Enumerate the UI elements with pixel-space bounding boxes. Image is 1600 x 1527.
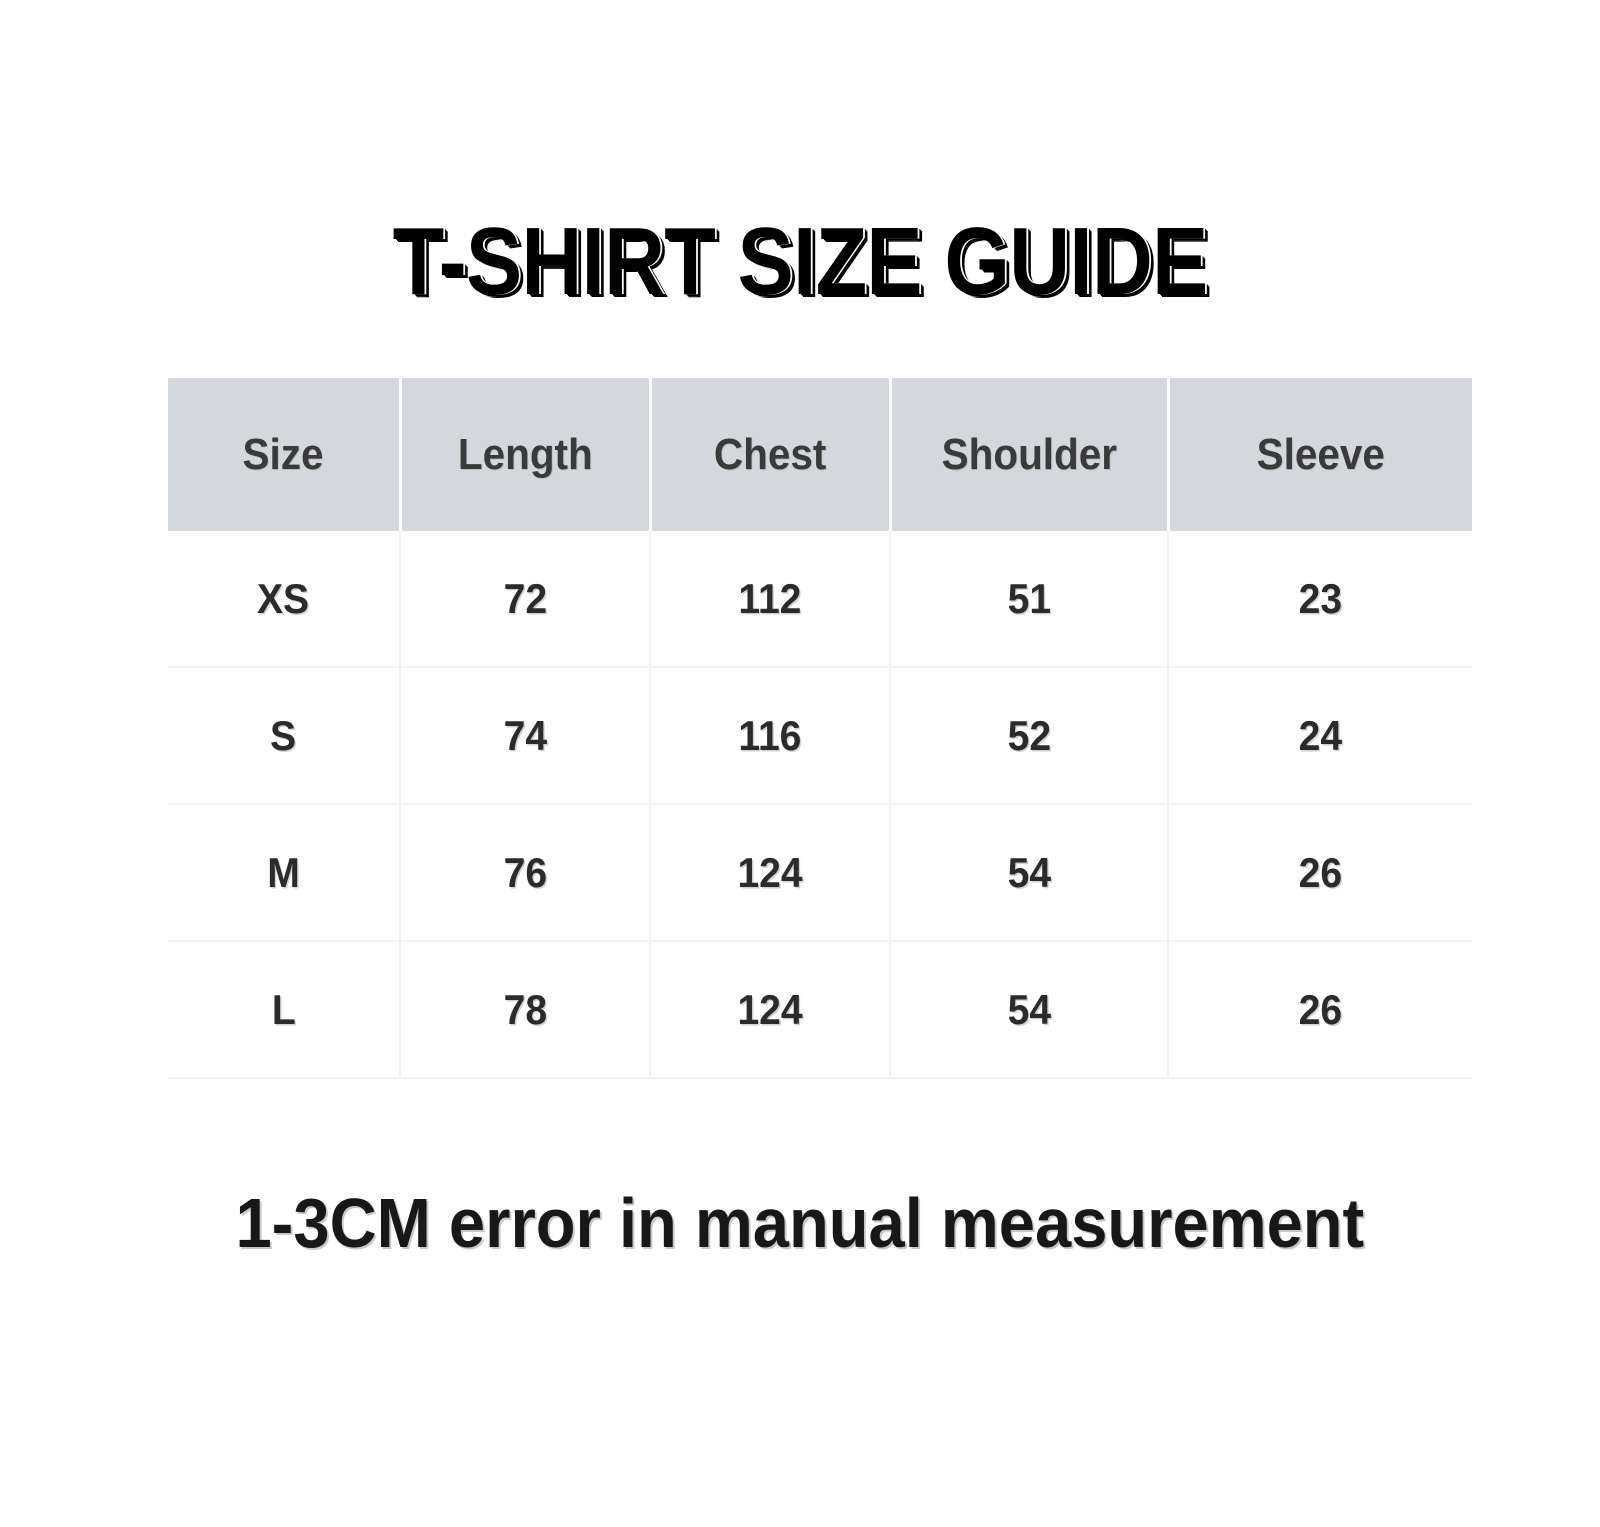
column-header-sleeve: Sleeve (1168, 378, 1472, 531)
cell-shoulder: 52 (890, 667, 1169, 805)
cell-chest-value: 124 (737, 985, 803, 1033)
size-guide-table: Size Length Chest Shoulder Sleeve XS 72 … (168, 378, 1472, 1079)
page-title-container: T-SHIRT SIZE GUIDE (0, 150, 1600, 375)
column-header-chest-label: Chest (713, 429, 827, 479)
cell-shoulder: 54 (890, 804, 1169, 942)
table-row: S 74 116 52 24 (168, 667, 1472, 805)
cell-shoulder-value: 51 (1007, 574, 1051, 622)
cell-size: L (168, 941, 401, 1079)
cell-size: S (168, 667, 401, 805)
cell-length-value: 74 (503, 711, 547, 759)
cell-sleeve: 26 (1168, 941, 1472, 1079)
cell-shoulder-value: 52 (1007, 711, 1051, 759)
cell-size-value: L (271, 985, 296, 1033)
column-header-shoulder-label: Shoulder (941, 429, 1117, 479)
cell-chest: 112 (650, 531, 891, 668)
column-header-shoulder: Shoulder (890, 378, 1170, 531)
cell-chest-value: 116 (738, 711, 802, 759)
cell-sleeve: 26 (1168, 804, 1472, 942)
cell-size-value: XS (257, 574, 310, 622)
cell-length: 78 (400, 941, 651, 1079)
cell-shoulder: 51 (890, 531, 1169, 668)
cell-size-value: S (270, 711, 297, 759)
cell-size: M (168, 804, 401, 942)
page-title: T-SHIRT SIZE GUIDE (392, 208, 1209, 316)
cell-sleeve-value: 23 (1298, 574, 1343, 622)
column-header-size-label: Size (242, 429, 324, 479)
cell-shoulder-value: 54 (1007, 985, 1051, 1033)
cell-sleeve-value: 26 (1298, 848, 1343, 896)
table-row: M 76 124 54 26 (168, 804, 1472, 942)
table-row: XS 72 112 51 23 (168, 531, 1472, 668)
table-header-row: Size Length Chest Shoulder Sleeve (168, 378, 1472, 531)
cell-sleeve: 24 (1168, 667, 1472, 805)
cell-length: 72 (400, 531, 651, 668)
cell-length-value: 72 (503, 574, 547, 622)
cell-shoulder-value: 54 (1007, 848, 1051, 896)
cell-length-value: 78 (503, 985, 547, 1033)
cell-chest: 116 (650, 667, 891, 805)
cell-shoulder: 54 (890, 941, 1169, 1079)
table-row: L 78 124 54 26 (168, 941, 1472, 1079)
cell-sleeve-value: 26 (1298, 985, 1343, 1033)
size-guide-table-container: Size Length Chest Shoulder Sleeve XS 72 … (168, 378, 1472, 1079)
cell-sleeve-value: 24 (1298, 711, 1343, 759)
cell-length: 74 (400, 667, 651, 805)
column-header-chest: Chest (650, 378, 892, 531)
cell-size-value: M (267, 848, 300, 896)
cell-sleeve: 23 (1168, 531, 1472, 668)
table-header: Size Length Chest Shoulder Sleeve (168, 378, 1472, 531)
cell-length-value: 76 (503, 848, 547, 896)
table-body: XS 72 112 51 23 S 74 116 52 24 M 76 124 … (168, 531, 1472, 1079)
cell-chest: 124 (650, 804, 891, 942)
cell-chest: 124 (650, 941, 891, 1079)
cell-length: 76 (400, 804, 651, 942)
measurement-note-container: 1-3CM error in manual measurement (0, 1188, 1600, 1258)
cell-chest-value: 112 (738, 574, 802, 622)
cell-size: XS (168, 531, 401, 668)
column-header-size: Size (168, 378, 402, 531)
column-header-sleeve-label: Sleeve (1256, 429, 1385, 479)
cell-chest-value: 124 (737, 848, 803, 896)
column-header-length: Length (400, 378, 652, 531)
column-header-length-label: Length (457, 429, 593, 479)
measurement-note: 1-3CM error in manual measurement (235, 1184, 1365, 1262)
